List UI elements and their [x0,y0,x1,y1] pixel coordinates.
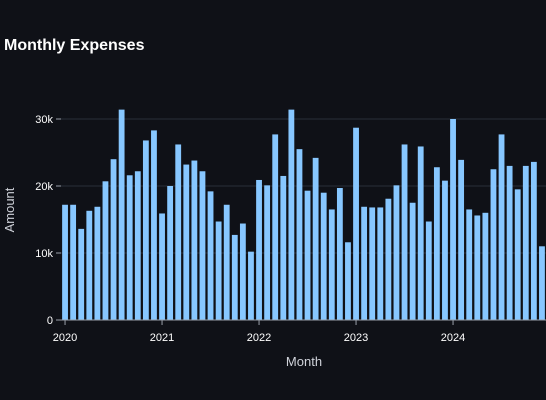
bar-2021-05 [191,160,198,320]
bar-2023-04 [377,207,384,320]
y-tick-label: 0 [47,315,53,327]
bar-2020-02 [70,204,77,320]
x-tick-label: 2022 [247,332,271,344]
bar-2020-01 [62,204,68,320]
bar-2023-11 [433,167,440,320]
bar-2022-10 [328,209,335,320]
bar-2022-02 [264,185,271,320]
chart-title: Monthly Expenses [4,37,145,54]
bar-2024-06 [490,169,497,320]
bar-2021-08 [215,221,222,320]
gridlines [61,118,546,254]
bar-2020-10 [134,171,141,320]
bar-2022-12 [345,242,351,320]
bar-2023-07 [401,144,408,320]
bar-2020-06 [102,181,109,320]
bar-2021-09 [223,204,230,320]
bar-2020-08 [118,109,125,321]
x-axis-label: Month [286,354,322,369]
bar-2023-03 [369,207,376,320]
bar-2021-10 [231,234,238,320]
bar-2022-05 [288,109,295,321]
bar-2023-10 [425,221,432,320]
bar-2024-12 [539,246,545,320]
bar-2024-11 [530,161,537,320]
bar-2021-11 [239,223,246,320]
bar-2024-04 [474,215,481,320]
bar-2020-12 [151,130,157,320]
bar-2023-05 [385,198,392,320]
bar-2020-07 [110,159,117,320]
bar-2023-02 [361,206,368,320]
x-tick-label: 2020 [53,332,77,344]
bars [62,109,545,321]
bar-2021-07 [207,191,214,320]
x-tick-label: 2023 [344,332,368,344]
bar-2023-08 [409,202,416,320]
bar-2023-12 [442,180,448,320]
bar-2022-09 [320,192,327,320]
bar-2023-09 [417,146,424,320]
x-tick-label: 2021 [150,332,174,344]
bar-2021-04 [183,164,190,320]
bar-2020-09 [126,175,133,320]
bar-2020-04 [86,210,93,320]
bar-2021-12 [248,251,254,320]
bar-2024-02 [458,159,465,320]
y-tick-label: 30k [35,114,53,126]
bar-2020-05 [94,206,101,320]
bar-2022-06 [296,149,303,320]
bar-2022-07 [304,190,311,320]
bar-2021-03 [175,144,182,320]
bar-2022-08 [312,157,319,320]
bar-2021-02 [167,186,174,320]
y-axis-label: Amount [2,187,17,232]
bar-2024-10 [522,165,529,320]
bar-2020-03 [78,228,85,320]
bar-2023-01 [353,127,359,321]
bar-2024-07 [498,134,505,320]
bar-2023-06 [393,185,400,320]
y-tick-label: 20k [35,181,53,193]
y-tick-label: 10k [35,248,53,260]
bar-2024-01 [450,119,456,320]
bar-2024-09 [514,189,521,320]
bar-2022-04 [280,175,287,320]
bar-2021-06 [199,171,206,320]
y-axis-ticks: 0 10k 20k 30k [35,114,61,327]
bar-2022-03 [272,134,279,320]
x-axis-ticks: 2020 2021 2022 2023 2024 [53,319,546,344]
bar-2024-03 [466,209,473,320]
bar-2022-01 [256,179,262,320]
x-tick-label: 2024 [441,332,465,344]
bar-2024-05 [482,212,489,320]
bar-2020-11 [142,140,149,320]
bar-2024-08 [506,165,513,320]
bar-2022-11 [336,188,343,320]
bar-2021-01 [159,213,165,320]
